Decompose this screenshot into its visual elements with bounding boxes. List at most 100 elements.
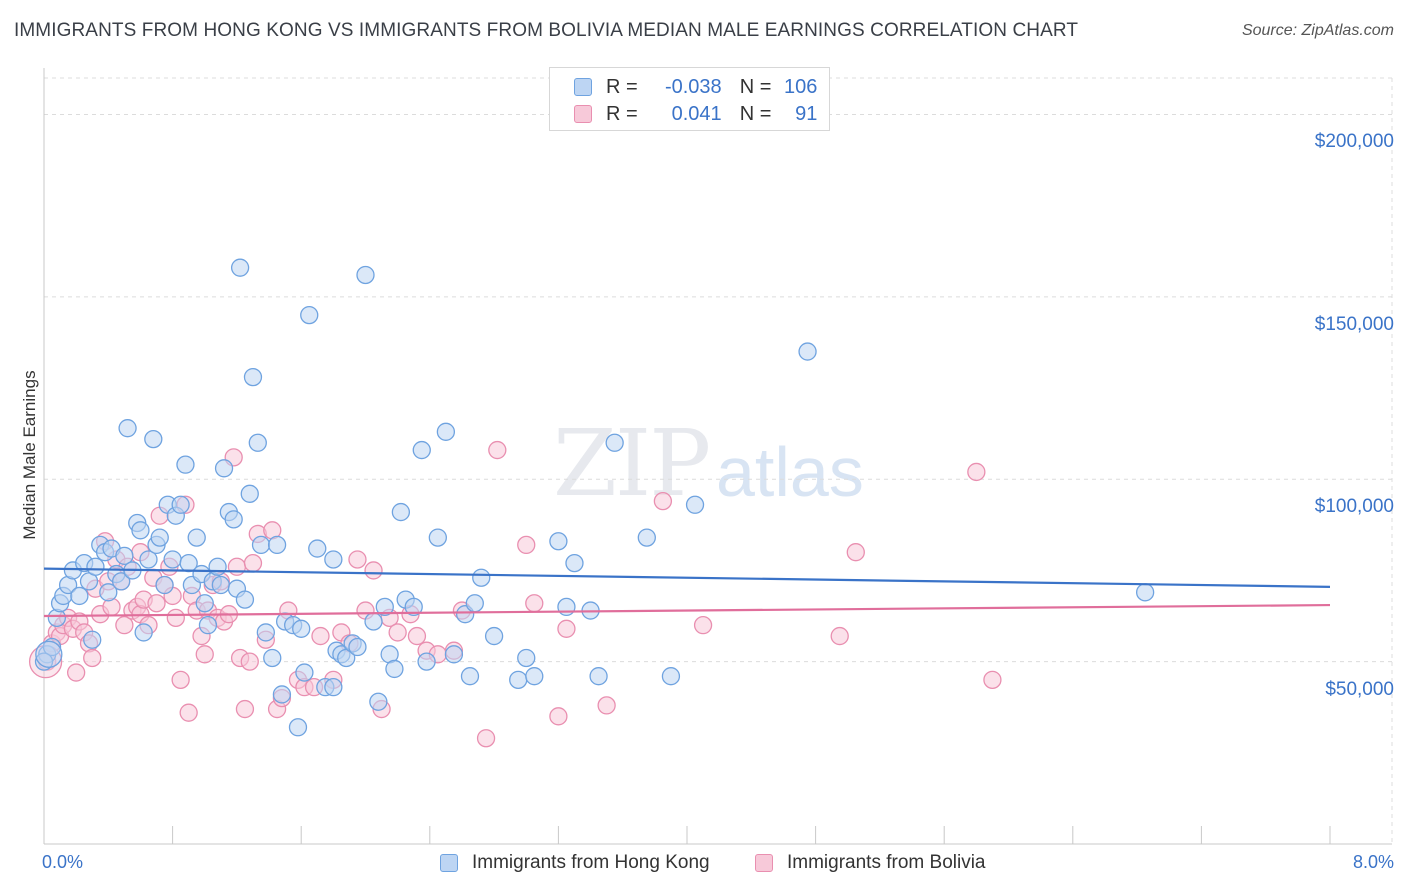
point-hong-kong — [267, 535, 287, 555]
legend-row-hong-kong: R = -0.038 N = 106 — [574, 73, 817, 101]
point-hong-kong — [517, 648, 536, 668]
point-hong-kong — [605, 433, 624, 452]
point-hong-kong — [256, 623, 275, 642]
point-hong-kong — [525, 667, 544, 686]
point-hong-kong — [42, 637, 62, 657]
legend-r-value: -0.038 — [664, 75, 722, 98]
point-hong-kong — [369, 692, 388, 711]
legend-item-hong-kong: Immigrants from Hong Kong — [440, 852, 710, 874]
point-hong-kong — [412, 440, 431, 460]
point-hong-kong — [187, 528, 206, 547]
trend-lines — [43, 567, 1331, 618]
legend-swatch-bolivia — [574, 105, 592, 123]
source-label: Source: ZipAtlas.com — [1241, 22, 1394, 39]
legend-r-label: R = — [606, 102, 638, 125]
point-bolivia — [557, 619, 576, 638]
series-hong-kong-points — [34, 258, 1155, 737]
watermark-zip: ZIP — [553, 410, 711, 517]
series-bolivia-points — [28, 440, 1002, 748]
point-hong-kong — [248, 433, 267, 452]
x-tick-max: 8.0% — [1352, 852, 1394, 872]
y-tick-label: $100,000 — [1314, 496, 1394, 518]
point-bolivia — [83, 648, 102, 668]
axes — [43, 68, 1392, 845]
legend-swatch-hong-kong — [574, 78, 592, 96]
series-legend: Immigrants from Hong Kong Immigrants fro… — [0, 852, 1406, 878]
point-bolivia — [407, 626, 427, 646]
point-hong-kong — [637, 528, 656, 547]
point-hong-kong — [436, 422, 456, 441]
grid-lines — [44, 77, 1393, 844]
point-hong-kong — [348, 637, 367, 657]
point-hong-kong — [118, 419, 137, 438]
point-bolivia — [364, 561, 383, 580]
point-bolivia — [348, 550, 367, 569]
point-hong-kong — [195, 594, 214, 613]
point-bolivia — [179, 703, 198, 722]
point-hong-kong — [134, 623, 153, 642]
trend-line-bolivia — [43, 603, 1331, 618]
point-bolivia — [846, 543, 865, 562]
point-bolivia — [195, 645, 214, 664]
point-hong-kong — [324, 550, 343, 569]
point-bolivia — [653, 491, 673, 511]
point-bolivia — [166, 608, 185, 627]
point-hong-kong — [798, 342, 817, 361]
point-hong-kong — [131, 521, 150, 540]
y-axis-label: Median Male Earnings — [20, 370, 39, 540]
y-tick-label: $150,000 — [1314, 313, 1394, 335]
legend-r-value: 0.041 — [671, 102, 722, 125]
point-hong-kong — [99, 583, 118, 602]
point-bolivia — [243, 553, 263, 573]
point-hong-kong — [144, 429, 163, 449]
point-hong-kong — [171, 495, 190, 514]
point-hong-kong — [198, 615, 218, 635]
point-hong-kong — [240, 484, 259, 503]
point-hong-kong — [292, 619, 311, 638]
point-hong-kong — [404, 597, 423, 617]
y-tick-label: $200,000 — [1314, 131, 1394, 153]
point-hong-kong — [661, 667, 681, 686]
point-bolivia — [240, 652, 259, 671]
point-hong-kong — [428, 528, 447, 547]
point-hong-kong — [472, 568, 491, 587]
point-hong-kong — [1135, 583, 1155, 602]
point-bolivia — [227, 557, 247, 576]
point-hong-kong — [509, 670, 528, 690]
point-hong-kong — [385, 659, 404, 679]
legend-row-bolivia: R = 0.041 N = 91 — [574, 100, 817, 128]
point-hong-kong — [86, 557, 105, 576]
point-hong-kong — [288, 718, 308, 737]
point-bolivia — [67, 663, 86, 682]
point-hong-kong — [83, 630, 102, 649]
legend-r-label: R = — [606, 75, 638, 98]
point-hong-kong — [308, 539, 327, 558]
point-hong-kong — [465, 594, 484, 613]
point-bolivia — [830, 626, 849, 646]
point-hong-kong — [263, 648, 282, 668]
point-bolivia — [235, 699, 255, 719]
point-bolivia — [171, 670, 190, 690]
point-hong-kong — [375, 597, 394, 617]
point-hong-kong — [685, 495, 705, 514]
point-hong-kong — [356, 265, 375, 285]
point-hong-kong — [272, 685, 292, 704]
point-hong-kong — [460, 667, 480, 686]
trend-line-hong-kong — [43, 567, 1331, 588]
point-hong-kong — [112, 572, 131, 591]
point-hong-kong — [115, 546, 134, 565]
legend-item-bolivia: Immigrants from Bolivia — [755, 852, 986, 874]
point-bolivia — [147, 594, 166, 613]
point-hong-kong — [243, 367, 263, 387]
y-tick-label: $50,000 — [1325, 678, 1394, 700]
point-hong-kong — [391, 502, 411, 522]
legend-n-label: N = — [739, 102, 772, 125]
point-hong-kong — [70, 586, 89, 606]
point-hong-kong — [34, 652, 54, 671]
point-hong-kong — [150, 528, 169, 547]
legend-n-value: 106 — [784, 75, 818, 98]
legend-swatch-hong-kong — [440, 854, 458, 872]
legend-n-value: 91 — [795, 102, 818, 125]
point-bolivia — [517, 535, 536, 555]
point-hong-kong — [324, 678, 343, 697]
